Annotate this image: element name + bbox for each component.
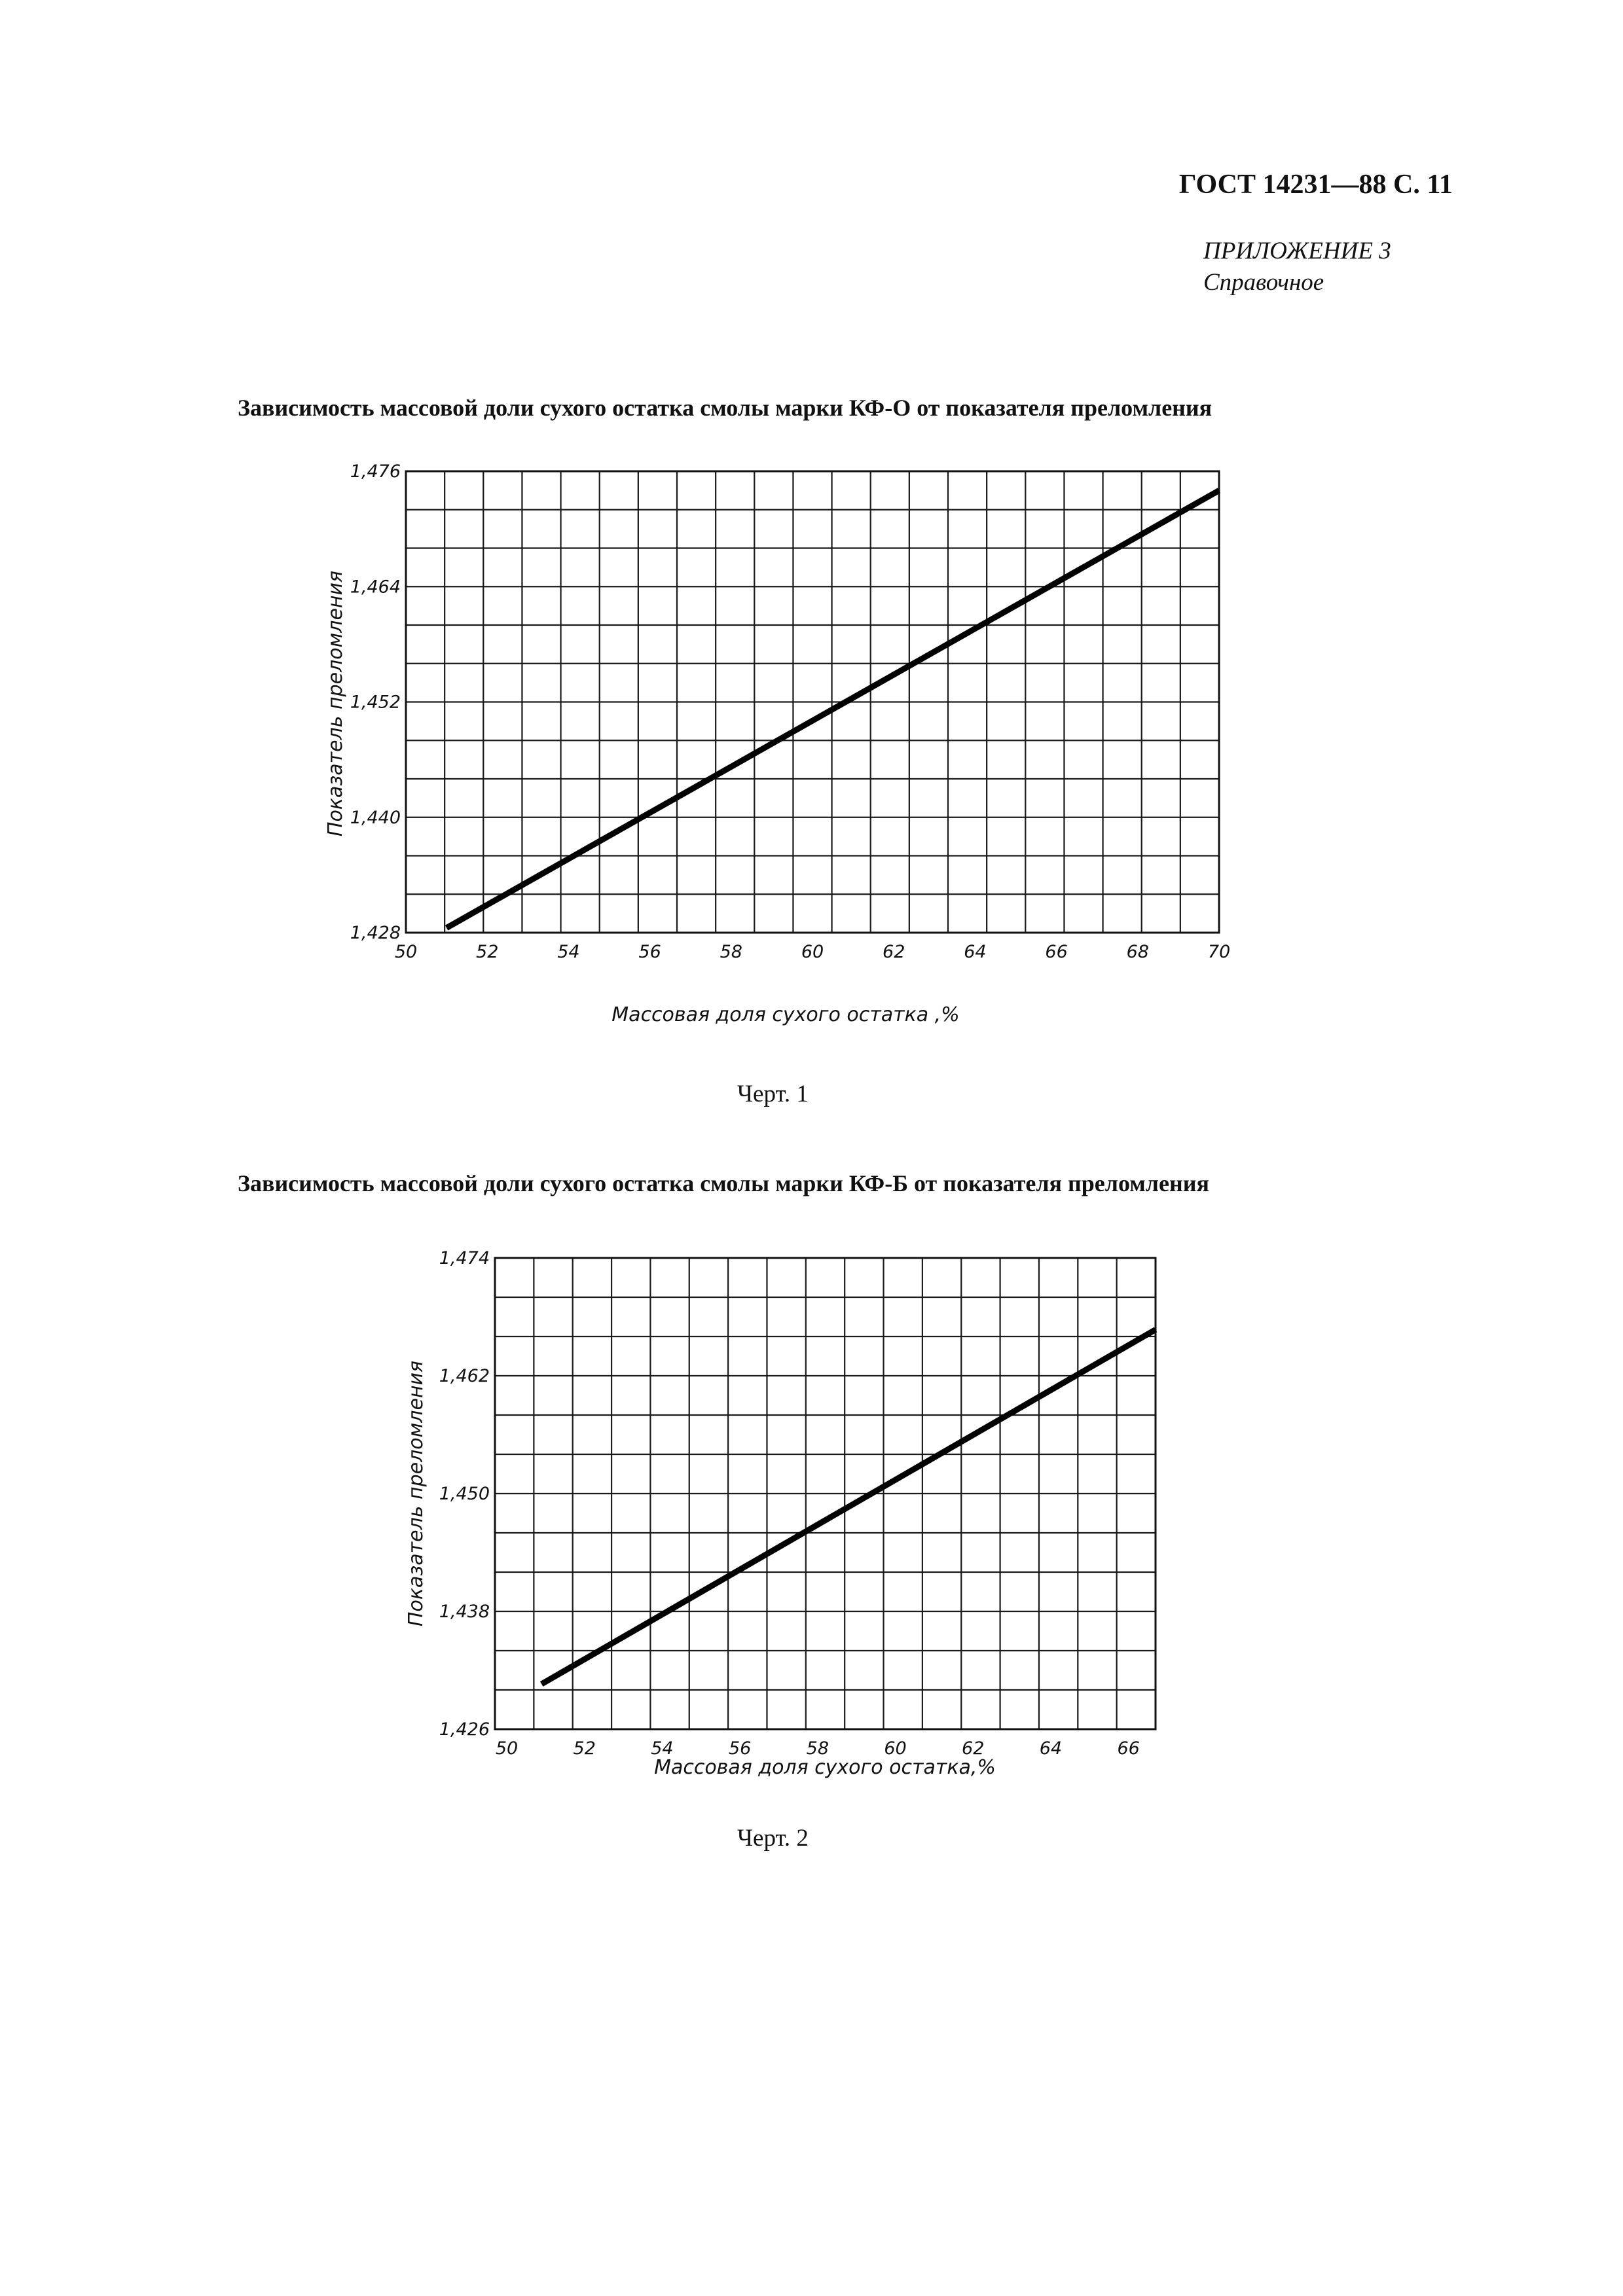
chart-2-y-tick-label: 1,474 <box>439 1248 490 1268</box>
document-reference: ГОСТ 14231—88 С. 11 <box>1178 170 1453 200</box>
appendix-block: ПРИЛОЖЕНИЕ 3 Справочное <box>1203 236 1570 298</box>
chart-2-grid <box>495 1258 1156 1729</box>
chart-1-x-tick-label: 58 <box>720 942 742 962</box>
chart-1-y-tick-label: 1,452 <box>350 692 401 713</box>
chart-1-y-axis-label: Показатель преломления <box>324 571 347 836</box>
appendix-label: ПРИЛОЖЕНИЕ 3 <box>1203 238 1391 264</box>
chart-1-x-tick-label: 64 <box>964 942 986 962</box>
chart-2-title: Зависимость массовой доли сухого остатка… <box>238 1170 1209 1196</box>
chart-1-title: Зависимость массовой доли сухого остатка… <box>238 395 1213 421</box>
chart-1-y-tick-label: 1,464 <box>350 577 401 597</box>
chart-1-y-tick-label: 1,476 <box>350 461 401 482</box>
appendix-note: Справочное <box>1203 269 1324 296</box>
chart-1-caption: Черт. 1 <box>737 1081 809 1107</box>
chart-2-x-tick-label: 58 <box>807 1738 829 1759</box>
chart-2-x-tick-label: 50 <box>496 1738 518 1759</box>
chart-1-series-line <box>445 488 1221 931</box>
chart-1-x-axis-label: Массовая доля сухого остатка ,% <box>611 1003 959 1026</box>
chart-1-x-tick-label: 70 <box>1208 942 1230 962</box>
chart-1-plot-frame <box>405 470 1220 934</box>
chart-2-y-tick-label: 1,462 <box>439 1366 490 1386</box>
chart-1-x-tick-label: 62 <box>883 942 905 962</box>
chart-2-x-tick-label: 56 <box>729 1738 751 1759</box>
chart-1-x-tick-label: 66 <box>1045 942 1067 962</box>
chart-2-y-tick-label: 1,438 <box>439 1602 490 1622</box>
chart-1-y-tick-label: 1,440 <box>350 808 401 828</box>
chart-1-x-tick-label: 52 <box>476 942 498 962</box>
chart-2-plot-frame <box>494 1257 1157 1731</box>
chart-2-x-tick-label: 52 <box>574 1738 596 1759</box>
chart-2-x-tick-label: 54 <box>651 1738 673 1759</box>
chart-1-x-tick-label: 56 <box>638 942 661 962</box>
chart-2-x-tick-label: 60 <box>884 1738 906 1759</box>
chart-1-x-tick-label: 50 <box>395 942 417 962</box>
chart-1-y-tick-label: 1,428 <box>350 923 401 943</box>
chart-2-y-tick-label: 1,426 <box>439 1719 490 1740</box>
chart-2: 1,426 1,438 1,450 1,462 1,474 50 52 54 56 58 60 62 6… <box>405 1248 1158 1779</box>
chart-1: 1,428 1,440 1,452 1,464 1,476 50 52 54 56 58 60 62 6… <box>324 461 1230 1026</box>
chart-2-y-axis-label: Показатель преломления <box>405 1361 428 1626</box>
chart-2-x-tick-label: 62 <box>962 1738 984 1759</box>
chart-2-y-tick-label: 1,450 <box>439 1484 490 1504</box>
chart-1-grid <box>406 471 1219 933</box>
chart-1-x-tick-label: 68 <box>1127 942 1149 962</box>
chart-1-x-tick-label: 60 <box>801 942 824 962</box>
chart-2-x-tick-label: 64 <box>1040 1738 1062 1759</box>
chart-2-x-axis-label: Массовая доля сухого остатка,% <box>654 1756 996 1779</box>
chart-1-x-tick-label: 54 <box>557 942 579 962</box>
chart-2-x-tick-label: 66 <box>1117 1738 1139 1759</box>
chart-2-series-line <box>539 1327 1158 1687</box>
chart-2-caption: Черт. 2 <box>737 1825 809 1852</box>
